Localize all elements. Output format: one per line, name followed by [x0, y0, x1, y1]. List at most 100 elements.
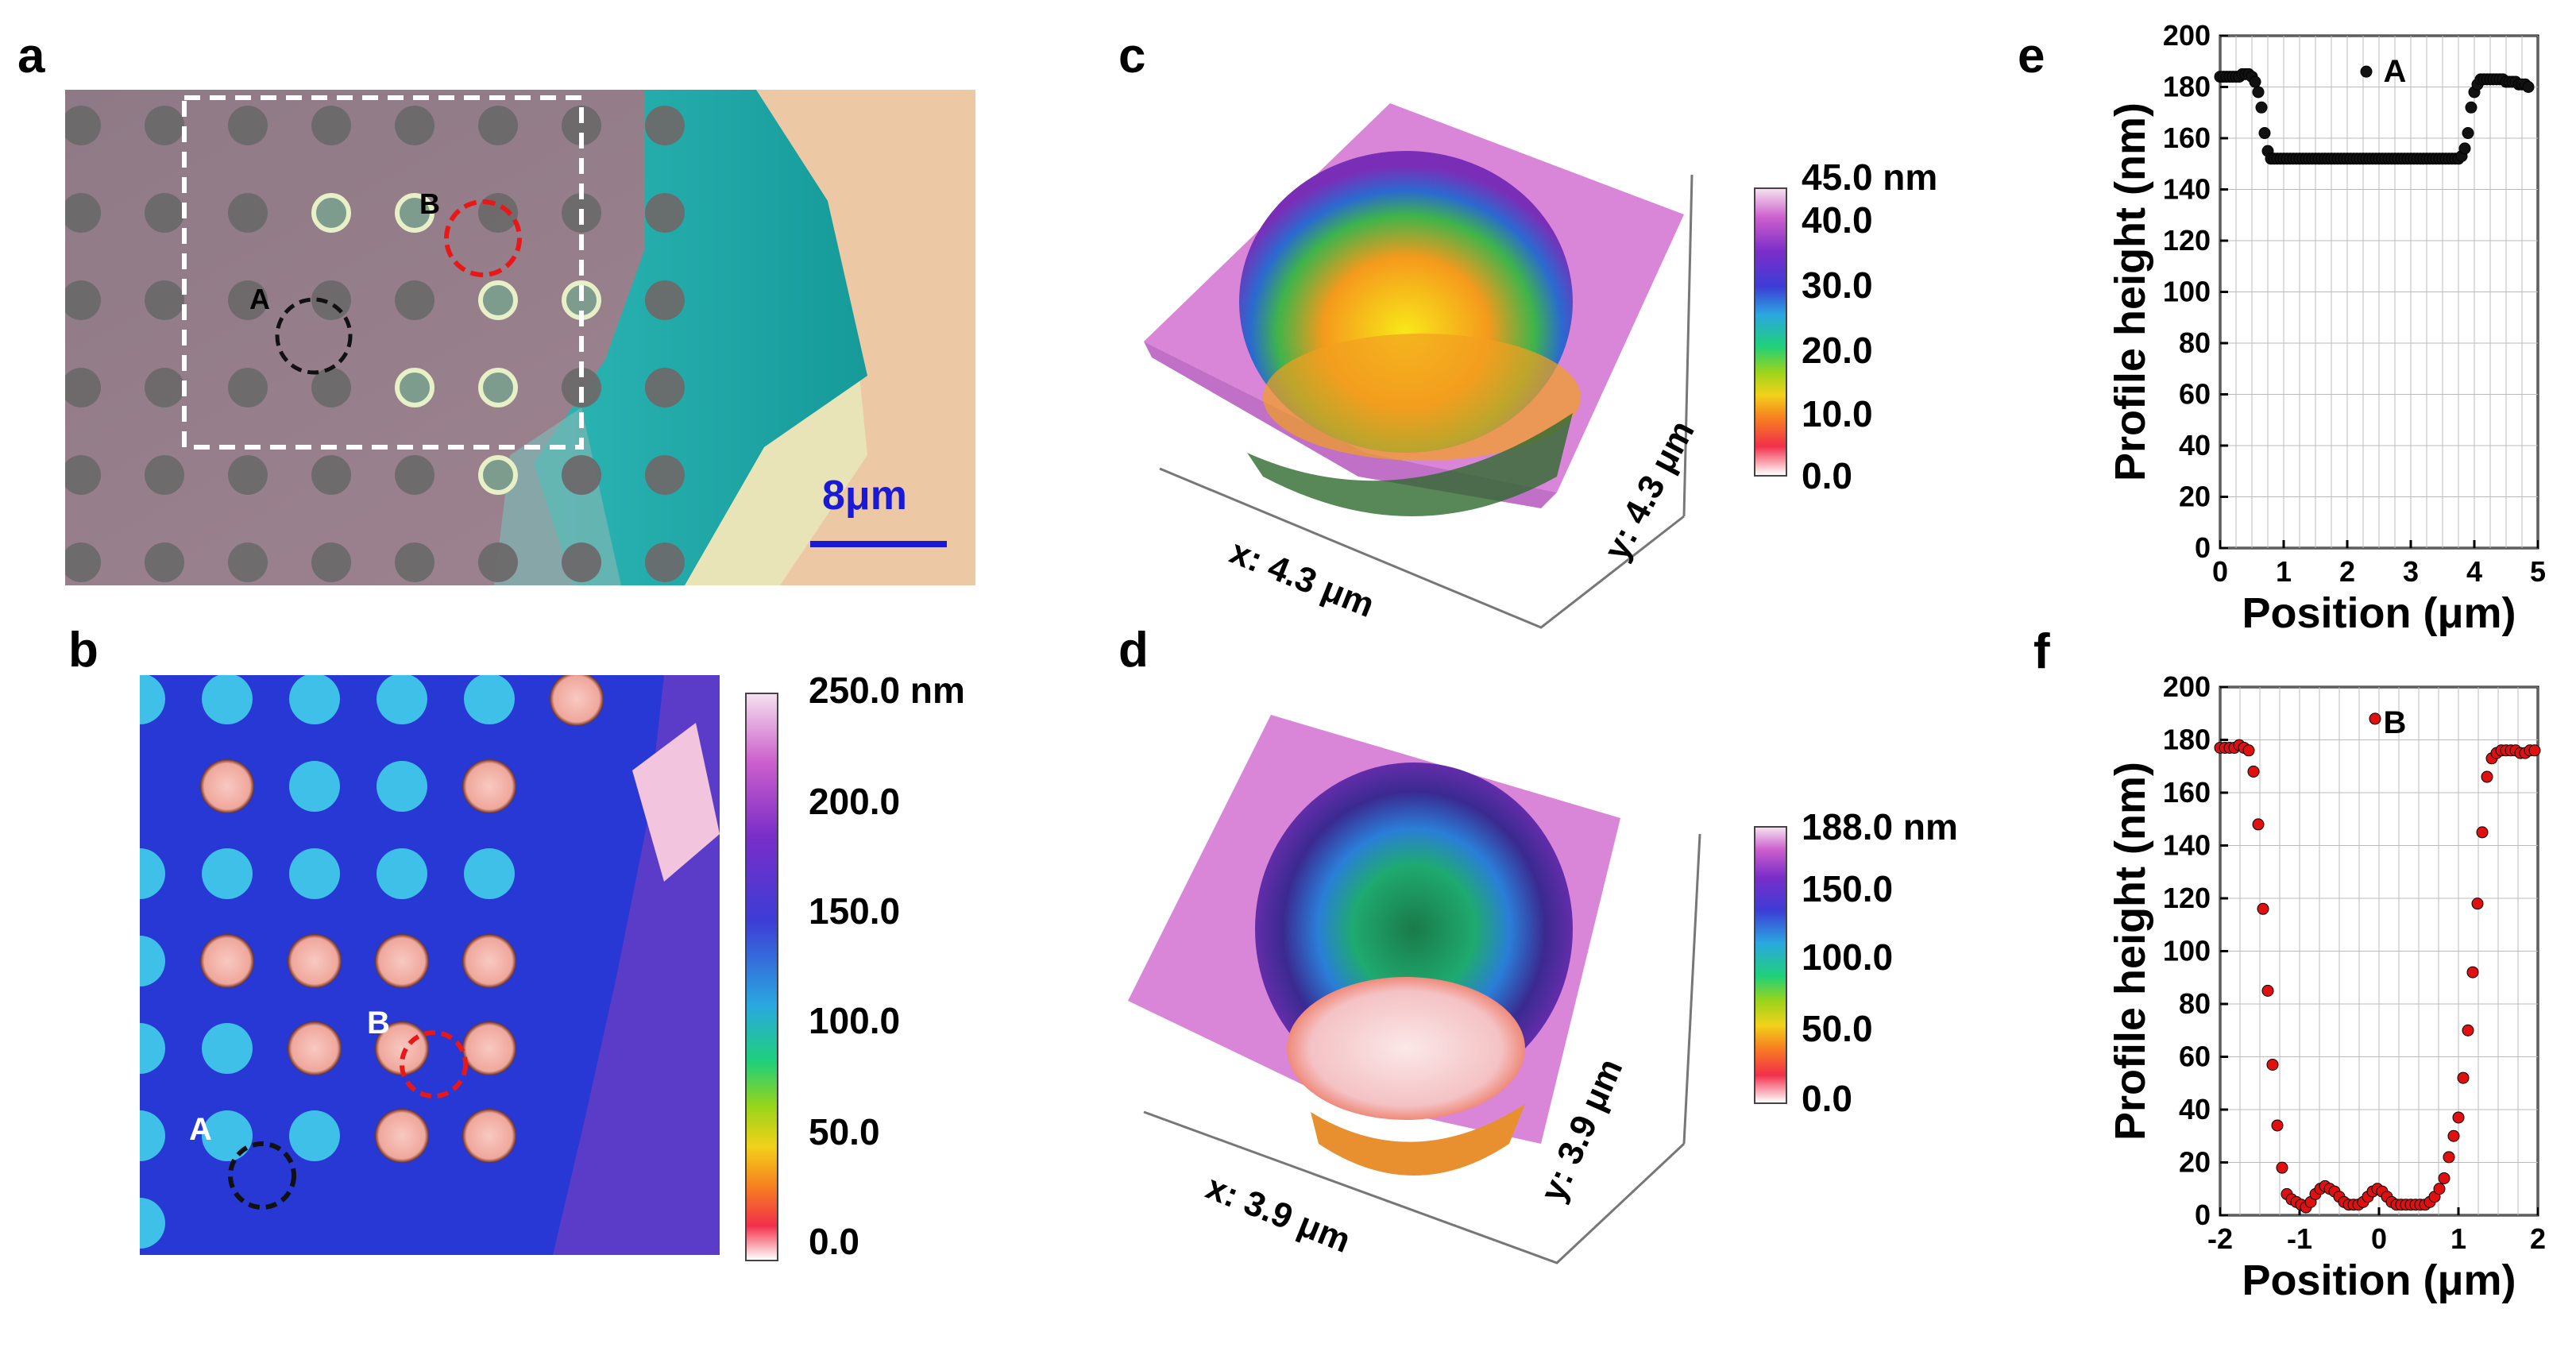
chart-e: 0 20 40 60 80 100 120 140 160 180 200 0 1 2 3 4 5 Positio…: [2107, 24, 2546, 637]
x-tick-label: -2: [2207, 1222, 2233, 1255]
x-tick-label: 2: [2530, 1222, 2546, 1255]
data-point: [2266, 1058, 2279, 1071]
x-tick-label: -1: [2287, 1222, 2312, 1255]
legend-label: A: [2384, 54, 2407, 89]
data-point: [2452, 1111, 2465, 1124]
crater-floor: [1263, 334, 1581, 461]
y-tick-label: 160: [2163, 776, 2211, 809]
colorbar-d-tick: 188.0 nm: [1802, 806, 1958, 847]
colorbar-c: [1754, 187, 1787, 477]
crater-underside: [1311, 1104, 1525, 1176]
data-point: [2276, 1161, 2288, 1174]
data-point: [2481, 770, 2493, 783]
scale-bar: [810, 541, 947, 547]
marker-circle-b: [400, 1030, 468, 1098]
y-tick-label: 40: [2179, 1093, 2211, 1125]
uncovered-holes: [200, 672, 604, 1163]
flake-edge: [494, 407, 621, 585]
optical-image-svg: [61, 90, 975, 585]
afm-3d-render-c: [1128, 79, 1732, 635]
colorbar-d-tick: 100.0: [1802, 936, 1894, 978]
data-point: [2522, 81, 2535, 93]
y-tick-label: 100: [2163, 276, 2211, 308]
y-tick-label: 200: [2163, 675, 2211, 703]
data-point: [2465, 101, 2478, 114]
colorbar-d: [1754, 826, 1787, 1104]
x-tick-label: 1: [2276, 555, 2292, 588]
y-tick-label: 120: [2163, 882, 2211, 914]
colorbar-c-tick: 0.0: [1802, 455, 1852, 496]
y-tick-label: 80: [2179, 326, 2211, 359]
render-3d-d-svg: [1128, 715, 1701, 1264]
scale-bar-label: 8μm: [822, 473, 907, 519]
x-tick-label: 0: [2371, 1222, 2387, 1255]
y-tick-label: 60: [2179, 1040, 2211, 1073]
y-tick-label: 60: [2179, 378, 2211, 411]
data-point: [2271, 1119, 2284, 1132]
x-tick-label: 5: [2530, 555, 2546, 588]
colorbar-b-tick: 250.0 nm: [809, 670, 965, 711]
panel-label-e: e: [2018, 29, 2045, 83]
y-tick-label: 20: [2179, 1146, 2211, 1179]
base-frame: [1159, 467, 1685, 629]
data-point: [2443, 1151, 2455, 1164]
data-point: [2242, 744, 2255, 757]
afm-map-svg: [114, 672, 720, 1255]
data-point: [2433, 1183, 2446, 1195]
marker-label-a: A: [249, 283, 270, 315]
panel-label-c: c: [1118, 29, 1146, 83]
y-axis-label: Profile height (nm): [2107, 762, 2154, 1141]
colorbar-b-tick: 200.0: [809, 781, 901, 822]
x-axis-label: Position (μm): [2242, 589, 2516, 637]
panel-label-a: a: [17, 29, 45, 83]
data-point: [2252, 86, 2265, 98]
data-point: [2261, 984, 2274, 997]
afm-3d-render-d: [1128, 699, 1732, 1271]
thin-layer: [669, 376, 867, 585]
marker-circle-b: [444, 199, 522, 277]
y-axis-label: Profile height (nm): [2107, 102, 2154, 481]
covered-holes: [311, 193, 601, 495]
panel-label-b: b: [68, 623, 98, 678]
y-tick-label: 0: [2195, 531, 2211, 564]
y-tick-label: 120: [2163, 224, 2211, 257]
colorbar-b-tick: 100.0: [809, 1000, 901, 1041]
y-tick-label: 20: [2179, 481, 2211, 513]
marker-label-b: B: [367, 1006, 390, 1040]
data-point: [2255, 101, 2268, 114]
colorbar-b-tick: 50.0: [809, 1111, 880, 1152]
data-point: [2457, 1071, 2470, 1084]
crater-floor: [1287, 977, 1525, 1120]
data-point: [2257, 902, 2269, 915]
base-frame: [1143, 1110, 1686, 1264]
data-point: [2528, 744, 2541, 757]
data-point: [2471, 898, 2484, 910]
marker-circle-a: [228, 1141, 296, 1210]
y-tick-label: 140: [2163, 173, 2211, 206]
data-point: [2258, 127, 2271, 140]
region-of-interest-box: [182, 95, 584, 450]
marker-circle-a: [275, 297, 353, 375]
legend-label: B: [2384, 705, 2407, 740]
panel-label-f: f: [2033, 624, 2050, 679]
edge-highlight: [632, 723, 720, 882]
colorbar-c-tick: 20.0: [1802, 330, 1873, 371]
y-tick-label: 180: [2163, 71, 2211, 103]
render-3d-c-svg: [1144, 103, 1694, 629]
data-point: [2462, 127, 2474, 140]
data-point: [2438, 1172, 2450, 1184]
data-point-outlier: [2369, 712, 2381, 725]
data-point: [2447, 1129, 2460, 1142]
y-tick-label: 200: [2163, 24, 2211, 52]
x-tick-label: 4: [2466, 555, 2482, 588]
z-axis-line: [1682, 833, 1701, 1145]
x-tick-label: 1: [2450, 1222, 2466, 1255]
marker-label-a: A: [189, 1112, 212, 1147]
y-tick-label: 160: [2163, 122, 2211, 154]
colorbar-c-tick: 40.0: [1802, 199, 1873, 241]
teal-flake: [534, 90, 867, 585]
colorbar-b-tick: 150.0: [809, 890, 901, 932]
colorbar-c-tick: 30.0: [1802, 264, 1873, 306]
x-tick-label: 0: [2212, 555, 2228, 588]
data-point: [2458, 142, 2471, 155]
